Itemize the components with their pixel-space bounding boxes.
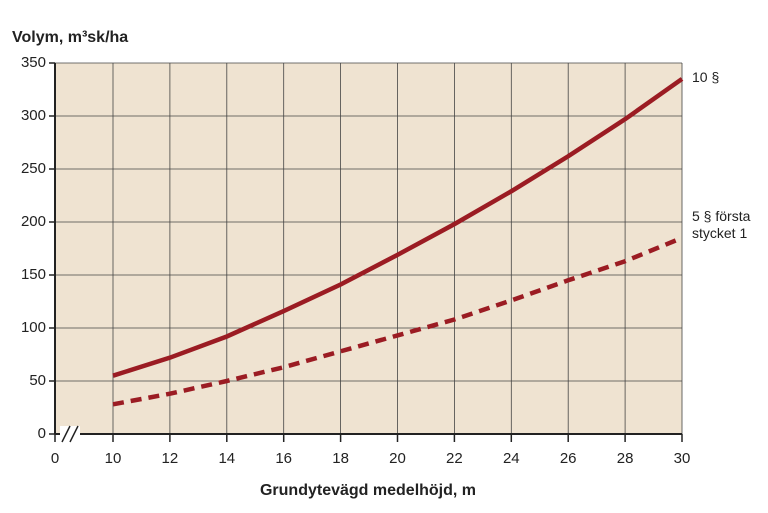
- y-tick-label: 350: [21, 54, 46, 71]
- y-tick-label: 50: [29, 372, 46, 389]
- plot-background: [55, 63, 682, 434]
- x-tick-label: 12: [162, 450, 179, 467]
- legend-label: 5 § första stycket 1: [692, 207, 751, 241]
- x-tick-label: 10: [105, 450, 122, 467]
- y-tick-label: 300: [21, 107, 46, 124]
- x-tick-label: 30: [674, 450, 691, 467]
- legend-label: 10 §: [692, 68, 720, 85]
- x-tick-label: 26: [560, 450, 577, 467]
- x-axis-label: Grundytevägd medelhöjd, m: [260, 482, 476, 499]
- x-tick-label: 22: [446, 450, 463, 467]
- x-tick-label: 18: [332, 450, 349, 467]
- axis-break: [60, 425, 80, 443]
- grid: [55, 62, 683, 434]
- x-tick-label: 20: [389, 450, 406, 467]
- x-tick-label: 16: [275, 450, 292, 467]
- x-tick-label: 28: [617, 450, 634, 467]
- x-tick-label: 0: [51, 450, 59, 467]
- y-tick-label: 0: [38, 425, 46, 442]
- y-tick-label: 150: [21, 266, 46, 283]
- series-line: [112, 235, 683, 407]
- y-axis-label: Volym, m³sk/ha: [12, 29, 128, 46]
- y-tick-label: 100: [21, 319, 46, 336]
- y-tick-label: 250: [21, 160, 46, 177]
- series-line: [112, 77, 684, 378]
- y-tick-label: 200: [21, 213, 46, 230]
- x-tick-label: 14: [218, 450, 235, 467]
- x-tick-label: 24: [503, 450, 520, 467]
